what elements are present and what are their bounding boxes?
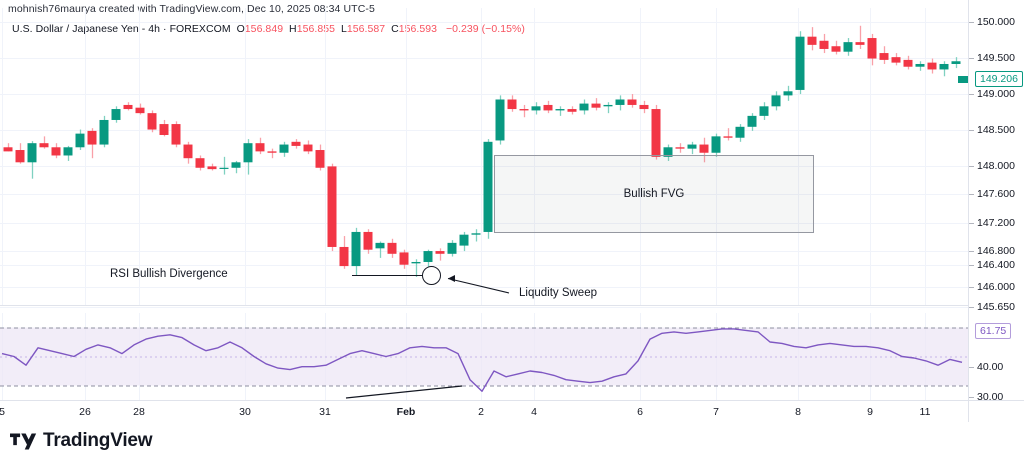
time-tick: 2 (478, 406, 484, 418)
rsi-pane[interactable] (0, 313, 968, 400)
time-tick: 8 (795, 406, 801, 418)
tick-dash (969, 130, 974, 131)
time-tick: 9 (867, 406, 873, 418)
tick-dash (969, 166, 974, 167)
footer: TradingView (0, 422, 1024, 465)
chart-legend[interactable]: U.S. Dollar / Japanese Yen - 4h · FOREXC… (12, 23, 525, 35)
time-tick: 11 (919, 406, 931, 418)
price-tick: 148.500 (969, 124, 1015, 136)
attribution-text: mohnish76maurya created with TradingView… (8, 3, 375, 15)
tick-dash (969, 287, 974, 288)
bullish-fvg-label: Bullish FVG (623, 188, 685, 200)
price-tick: 147.600 (969, 188, 1015, 200)
rsi-value-badge: 61.75 (975, 323, 1012, 339)
chart-area[interactable]: Bullish FVG RSI Bullish Divergence Liqud… (0, 8, 968, 400)
tick-dash (969, 58, 974, 59)
tick-dash (969, 94, 974, 95)
candlestick-plot[interactable] (0, 8, 968, 308)
time-tick: 7 (713, 406, 719, 418)
legend-sep-2: · (160, 23, 170, 35)
legend-open-label: O (236, 23, 245, 35)
time-tick: 26 (79, 406, 91, 418)
rsi-bullish-divergence-label: RSI Bullish Divergence (110, 268, 228, 280)
price-tick: 145.650 (969, 301, 1015, 313)
liquidity-sweep-label: Liqudity Sweep (519, 287, 597, 299)
time-tick: 31 (319, 406, 331, 418)
tradingview-wordmark: TradingView (43, 430, 153, 451)
tick-dash (969, 307, 974, 308)
tick-dash (969, 397, 974, 398)
price-tick: 148.000 (969, 160, 1015, 172)
price-tick: 150.000 (969, 16, 1015, 28)
legend-open-value: 156.849 (244, 23, 284, 35)
time-tick: 4 (531, 406, 537, 418)
current-price-badge: 149.206 (975, 71, 1023, 87)
rsi-tick: 40.00 (969, 361, 1003, 373)
legend-exchange[interactable]: FOREXCOM (169, 23, 231, 35)
time-tick: Feb (396, 406, 416, 418)
legend-sep-1: - (138, 23, 149, 35)
tick-dash (969, 367, 974, 368)
price-tick: 149.500 (969, 52, 1015, 64)
legend-change: −0.239 (−0.15%) (445, 23, 525, 35)
legend-close-label: C (391, 23, 399, 35)
price-tick: 147.200 (969, 217, 1015, 229)
price-tick: 149.000 (969, 88, 1015, 100)
tick-dash (969, 194, 974, 195)
tick-dash (969, 251, 974, 252)
price-tick: 146.400 (969, 259, 1015, 271)
price-tick: 146.000 (969, 281, 1015, 293)
axis-corner (968, 400, 1024, 423)
price-pane[interactable]: Bullish FVG RSI Bullish Divergence Liqud… (0, 8, 968, 308)
liquidity-sweep-marker (422, 266, 441, 285)
legend-low-value: 156.587 (346, 23, 386, 35)
time-tick: 30 (239, 406, 251, 418)
tick-dash (969, 265, 974, 266)
rsi-plot[interactable] (0, 313, 968, 400)
tradingview-mark-icon (10, 433, 37, 449)
legend-interval[interactable]: 4h (148, 23, 161, 35)
legend-high-label: H (289, 23, 297, 35)
tick-dash (969, 223, 974, 224)
pane-divider[interactable] (0, 305, 968, 306)
legend-symbol[interactable]: U.S. Dollar / Japanese Yen (12, 23, 139, 35)
time-tick: 6 (637, 406, 643, 418)
legend-low-label: L (340, 23, 347, 35)
legend-close-value: 156.593 (398, 23, 438, 35)
current-price-marker (958, 76, 968, 83)
time-tick: 5 (0, 406, 5, 418)
bullish-fvg-zone[interactable] (494, 155, 814, 233)
time-axis[interactable]: 5 26 28 30 31 Feb 2 4 6 7 8 9 11 (0, 400, 968, 423)
tick-dash (969, 22, 974, 23)
time-tick: 28 (133, 406, 145, 418)
price-tick: 146.800 (969, 245, 1015, 257)
tradingview-logo[interactable]: TradingView (10, 430, 153, 452)
price-axis[interactable]: 150.000 149.500 149.000 148.500 148.000 147.6… (968, 0, 1024, 465)
